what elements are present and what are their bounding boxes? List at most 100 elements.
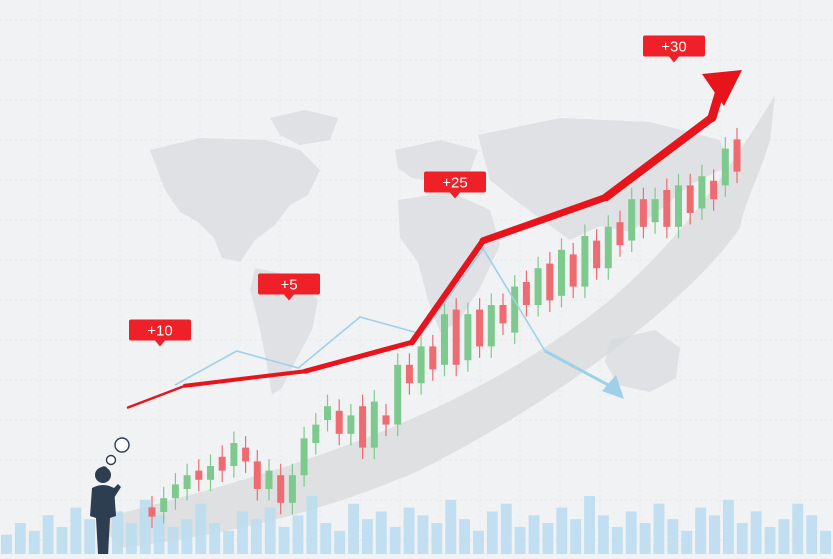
candle-body [721, 148, 729, 186]
candle-body [452, 309, 460, 365]
australia-shape [605, 330, 680, 392]
volume-bars [1, 496, 831, 554]
candlestick [558, 238, 565, 308]
candlestick [628, 187, 636, 253]
candle-body [394, 364, 402, 425]
volume-bar [361, 519, 373, 554]
trend-segment [409, 237, 486, 346]
trend-segment [479, 193, 610, 245]
volume-bar [556, 507, 568, 554]
candle-body [581, 236, 589, 287]
volume-bar [597, 515, 609, 554]
candlestick [382, 403, 390, 437]
candle-body [160, 498, 168, 512]
candle-body [183, 475, 191, 489]
candle-body [499, 305, 507, 324]
candlestick [347, 403, 355, 446]
candle-body [312, 424, 320, 443]
candlestick [710, 169, 718, 211]
volume-bar [389, 526, 401, 554]
candle-body [511, 286, 519, 333]
candle-body [242, 447, 250, 462]
candle-body [651, 199, 659, 223]
candlestick [207, 454, 214, 492]
candlestick [476, 298, 484, 358]
candle-body [604, 226, 612, 269]
candle-body [686, 185, 694, 213]
candlestick [429, 334, 437, 381]
candle-body [230, 443, 238, 466]
candle-body [347, 415, 355, 434]
candle-body [733, 139, 741, 172]
volume-bar [334, 530, 346, 554]
candle-body [171, 484, 179, 499]
candle-body [639, 199, 647, 227]
volume-bar [486, 511, 498, 554]
candlestick [218, 445, 226, 483]
candlestick [452, 298, 460, 377]
secondary-arrow-icon [544, 349, 624, 399]
volume-bar [764, 526, 776, 554]
trend-segment [183, 369, 307, 388]
callout-pointer [155, 340, 165, 347]
candle-body [663, 190, 671, 227]
volume-bar [542, 523, 554, 554]
candle-body [616, 222, 624, 246]
volume-bar [445, 499, 457, 554]
value-callouts: +10 +5 +25 +30 [129, 35, 705, 347]
candle-body [628, 199, 636, 241]
candlestick [511, 275, 519, 345]
candlestick [546, 252, 554, 312]
candlestick [370, 390, 378, 460]
candlestick [581, 224, 589, 299]
volume-bar [514, 526, 526, 554]
candlestick [534, 256, 542, 317]
candle-body [300, 438, 308, 476]
candlestick [733, 127, 741, 184]
volume-bar [56, 526, 68, 554]
candle-body [359, 406, 367, 448]
africa-shape [398, 192, 500, 332]
candlestick [335, 399, 343, 446]
volume-bar [709, 515, 720, 554]
volume-bar [736, 523, 748, 554]
volume-bar [792, 503, 804, 554]
candle-body [265, 470, 273, 489]
candle-body [324, 406, 331, 420]
candlestick [300, 426, 308, 487]
volume-bar [70, 507, 82, 554]
volume-bar [778, 519, 790, 554]
volume-bar [625, 511, 637, 554]
value-callout: +30 [643, 35, 705, 63]
candlestick [686, 173, 694, 225]
candle-body [195, 470, 203, 480]
volume-bar [459, 519, 471, 554]
volume-bar [473, 530, 484, 554]
value-callout: +25 [424, 171, 486, 199]
candlestick [639, 187, 647, 239]
candlestick [499, 293, 507, 335]
volume-bar [14, 523, 26, 554]
volume-bar [722, 499, 734, 554]
candle-body [207, 466, 214, 480]
thinking-businessman-icon [90, 467, 121, 554]
candlestick [171, 472, 179, 510]
candlestick [441, 302, 448, 377]
volume-bar [611, 526, 623, 554]
candlestick [663, 178, 671, 239]
north-america-shape [150, 138, 320, 262]
candlestick [593, 229, 601, 280]
greenland-shape [270, 110, 338, 145]
candlestick [487, 293, 495, 358]
candle-body [546, 263, 554, 301]
candlestick [265, 459, 273, 501]
candle-body [487, 305, 495, 347]
candle-body [335, 410, 343, 434]
candlestick [312, 413, 320, 455]
candle-body [429, 346, 437, 370]
candlestick [569, 242, 577, 299]
volume-bar [264, 507, 276, 554]
thought-dot-medium [105, 454, 117, 466]
volume-bar [223, 530, 235, 554]
